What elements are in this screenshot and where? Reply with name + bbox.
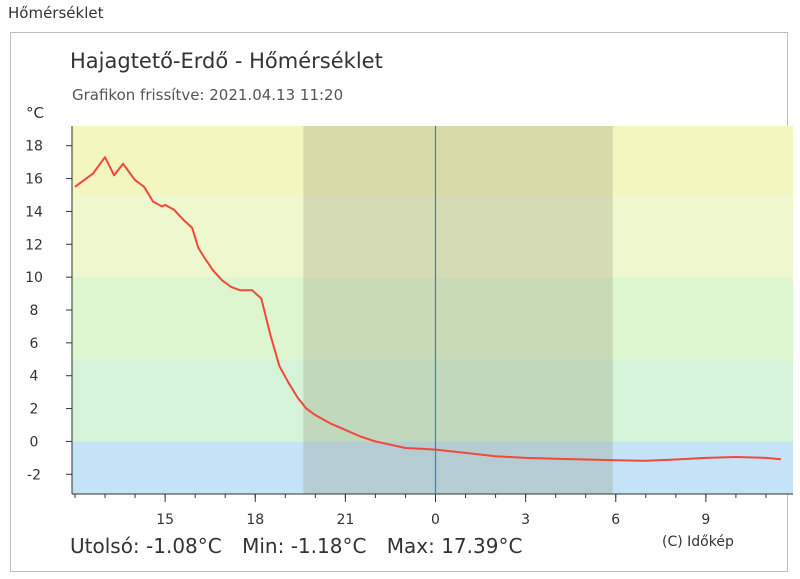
x-tick-label: 3 [521, 512, 530, 528]
page-heading: Hőmérséklet [8, 4, 104, 22]
x-tick-label: 0 [431, 512, 440, 528]
x-tick-label: 21 [336, 512, 354, 528]
temperature-band-4 [72, 126, 793, 195]
temperature-band-3 [72, 195, 793, 278]
copyright-link[interactable]: (C) Időkép [662, 534, 734, 550]
stat-last: Utolsó: -1.08°C [70, 534, 222, 558]
stat-max: Max: 17.39°C [386, 534, 523, 558]
temperature-band-2 [72, 277, 793, 360]
y-tick-label: 4 [30, 369, 39, 385]
y-tick-label: 10 [25, 270, 43, 286]
stat-min: Min: -1.18°C [242, 534, 367, 558]
y-tick-label: -2 [27, 467, 41, 483]
y-tick-label: 8 [30, 303, 39, 319]
temperature-band-1 [72, 359, 793, 442]
x-tick-label: 15 [156, 512, 174, 528]
chart-subtitle: Grafikon frissítve: 2021.04.13 11:20 [72, 86, 344, 104]
y-tick-label: 18 [25, 139, 43, 155]
stats-bar: Utolsó: -1.08°C Min: -1.18°C Max: 17.39°… [70, 534, 536, 558]
x-tick-label: 9 [701, 512, 710, 528]
y-tick-label: 16 [25, 172, 43, 188]
y-axis-unit: °C [26, 104, 44, 122]
x-tick-label: 6 [611, 512, 620, 528]
y-tick-label: 6 [30, 336, 39, 352]
night-band [303, 126, 613, 494]
y-tick-label: 12 [25, 237, 43, 253]
y-tick-label: 14 [25, 204, 43, 220]
chart-title: Hajagtető-Erdő - Hőmérséklet [70, 49, 383, 73]
temperature-series-line-0 [74, 156, 782, 462]
y-tick-label: 2 [30, 402, 39, 418]
x-tick-label: 18 [246, 512, 264, 528]
y-tick-label: 0 [30, 434, 39, 450]
